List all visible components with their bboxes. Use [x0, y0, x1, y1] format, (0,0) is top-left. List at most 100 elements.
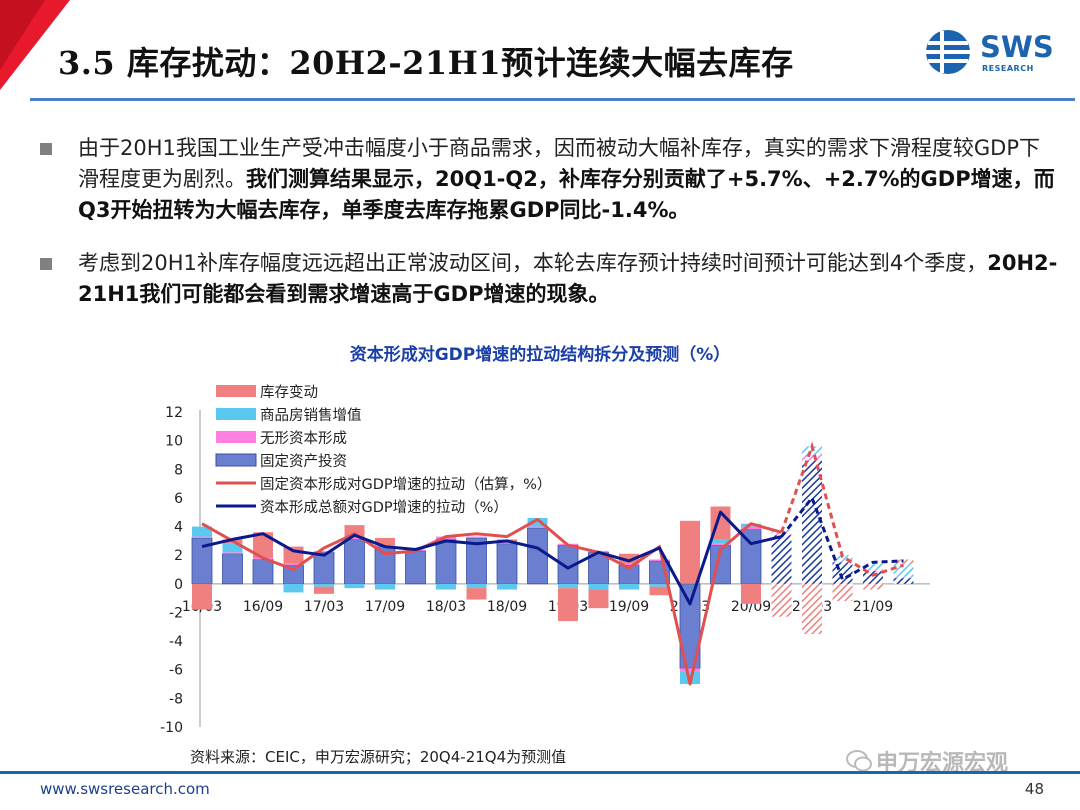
- bar-segment: [771, 535, 792, 584]
- bar-segment: [710, 543, 731, 546]
- series-line-forecast: [780, 494, 904, 582]
- legend-label: 资本形成总额对GDP增速的拉动（%）: [260, 499, 508, 516]
- sws-logo: SWS RESEARCH: [922, 27, 1062, 77]
- legend-label: 固定资产投资: [260, 453, 347, 470]
- source-note: 资料来源：CEIC，申万宏源研究；20Q4-21Q4为预测值: [190, 748, 567, 766]
- bar-segment: [802, 454, 822, 461]
- series-line-actual: [201, 517, 782, 686]
- bar-segment: [802, 460, 822, 584]
- bar-segment: [192, 583, 212, 610]
- bullet-2: 考虑到20H1补库存幅度远远超出正常波动区间，本轮去库存预计持续时间预计可能达到…: [40, 248, 1060, 310]
- bar-segment: [466, 583, 487, 589]
- y-tick-label: 2: [174, 548, 183, 564]
- bar-segment: [893, 578, 914, 584]
- bullet-square-icon: [40, 143, 52, 155]
- bar-segment: [558, 588, 578, 622]
- bar-segment: [497, 542, 517, 544]
- footer-line: [0, 771, 1080, 774]
- bar-segment: [435, 539, 457, 585]
- bullet-2-bold: 20H2-21H1我们可能都会看到需求增速高于GDP增速的现象。: [78, 251, 1058, 306]
- bar-segment: [192, 536, 212, 538]
- bar-segment: [832, 583, 853, 601]
- bullet-1: 由于20H1我国工业生产受冲击幅度小于商品需求，因而被动大幅补库存，真实的需求下…: [40, 133, 1060, 226]
- bar-segment: [375, 583, 395, 590]
- bar-segment: [863, 569, 883, 571]
- bar-segment: [588, 589, 609, 609]
- bullet-2-normal: 考虑到20H1补库存幅度远远超出正常波动区间，本轮去库存预计持续时间预计可能达到…: [78, 251, 988, 275]
- bar-segment: [649, 583, 670, 587]
- series-line-actual: [201, 510, 782, 606]
- corner-decoration-dark: [0, 0, 45, 70]
- title-underline: [30, 98, 1075, 101]
- slide-title: 3.5 库存扰动：20H2-21H1预计连续大幅去库存: [58, 44, 794, 82]
- series-line-forecast: [780, 441, 904, 577]
- y-tick-label: 0: [174, 577, 183, 593]
- bar-segment: [619, 553, 639, 564]
- logo-subtext: RESEARCH: [982, 64, 1034, 73]
- y-tick-label: 8: [174, 462, 183, 478]
- chart-lines: [201, 441, 904, 686]
- bullet-square-icon: [40, 258, 52, 270]
- bar-segment: [314, 583, 334, 587]
- legend-label: 商品房销售增值: [260, 407, 362, 424]
- bar-segment: [863, 563, 883, 570]
- bar-segment: [253, 532, 273, 559]
- bar-segment: [832, 562, 853, 584]
- bar-segment: [680, 520, 700, 584]
- wechat-icon: [846, 750, 872, 772]
- x-tick-label: 19/09: [609, 599, 649, 615]
- bar-segment: [344, 583, 365, 589]
- bar-segment: [222, 552, 243, 554]
- capital-formation-chart: 121086420-2-4-6-8-1016/0316/0917/0317/09…: [160, 384, 930, 736]
- y-tick-label: 6: [174, 491, 183, 507]
- bar-segment: [649, 586, 670, 596]
- bar-segment: [527, 527, 548, 585]
- bar-segment: [893, 563, 914, 577]
- page-number: 48: [1024, 780, 1044, 798]
- bar-segment: [497, 583, 517, 590]
- bar-segment: [802, 583, 822, 634]
- legend-label: 固定资本形成对GDP增速的拉动（估算，%）: [260, 476, 551, 493]
- y-tick-label: 12: [165, 405, 183, 421]
- legend-label: 无形资本形成: [260, 430, 347, 447]
- bar-segment: [588, 583, 609, 590]
- bar-segment: [466, 588, 487, 600]
- x-tick-label: 21/09: [853, 599, 893, 615]
- bar-segment: [863, 570, 883, 584]
- bar-segment: [619, 563, 639, 566]
- legend-swatch: [216, 431, 256, 443]
- bar-segment: [832, 560, 853, 563]
- chart-title: 资本形成对GDP增速的拉动结构拆分及预测（%）: [349, 345, 731, 365]
- legend-swatch: [215, 453, 257, 467]
- bar-segment: [344, 538, 365, 540]
- y-tick-label: -10: [160, 720, 183, 736]
- bar-segment: [314, 586, 334, 594]
- sws-globe-icon: [926, 30, 970, 74]
- bar-segment: [832, 555, 853, 561]
- y-tick-label: -6: [169, 663, 183, 679]
- bar-segment: [436, 583, 456, 590]
- bar-segment: [741, 526, 761, 530]
- bar-segment: [222, 543, 243, 553]
- bar-segment: [649, 559, 670, 561]
- logo-text: SWS: [980, 30, 1054, 64]
- bar-segment: [741, 583, 761, 604]
- bullet-list: 由于20H1我国工业生产受冲击幅度小于商品需求，因而被动大幅补库存，真实的需求下…: [40, 133, 1060, 332]
- bar-segment: [710, 539, 731, 544]
- bar-segment: [527, 526, 548, 528]
- bar-segment: [252, 559, 274, 585]
- x-tick-label: 18/03: [426, 599, 466, 615]
- bar-segment: [680, 668, 700, 672]
- legend-label: 库存变动: [260, 384, 318, 401]
- y-tick-label: -8: [169, 691, 183, 707]
- bar-segment: [313, 551, 335, 585]
- bar-segment: [405, 550, 426, 585]
- bar-segment: [283, 546, 304, 564]
- bar-segment: [466, 536, 487, 538]
- y-tick-label: -4: [169, 634, 183, 650]
- bar-segment: [222, 553, 243, 585]
- chart-bars: [191, 446, 914, 685]
- legend-swatch: [216, 385, 256, 397]
- bar-segment: [375, 538, 395, 546]
- bar-segment: [192, 526, 212, 537]
